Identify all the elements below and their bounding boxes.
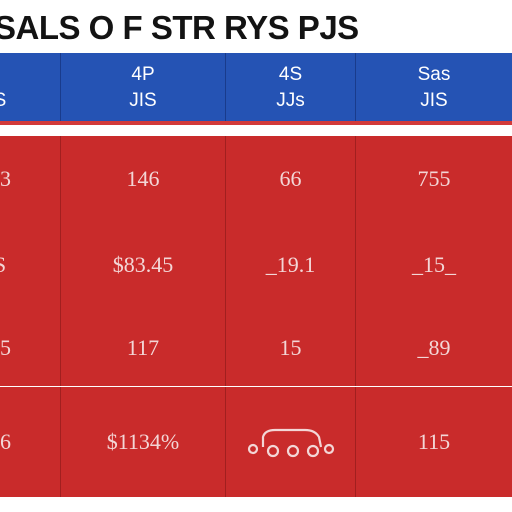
cell-value: 15 [226,335,355,361]
cell-value: 35 [0,335,60,361]
table-header-row: S 4P JIS 4S JJs Sas JIS [0,53,512,125]
table-row: 96 $1134% 115 [0,387,512,497]
table-cell: $1134% [60,387,225,497]
table-cell: 146 [60,136,225,221]
table-row: 93 146 66 755 [0,136,512,221]
table-cell: 35 [0,310,60,386]
header-label: JIS [61,91,225,111]
header-cell: 4S JJs [225,53,355,121]
cell-value: S [0,252,60,278]
header-label: 4P [61,65,225,85]
header-cell: 4P JIS [60,53,225,121]
table-cell: 115 [355,387,512,497]
header-label: JIS [356,91,512,111]
header-cell: S [0,53,60,121]
cell-value: 117 [61,335,225,361]
cell-value: 755 [356,166,512,192]
table-cell: 15 [225,310,355,386]
table-cell: 66 [225,136,355,221]
cell-value: _19.1 [226,252,355,278]
header-label: JJs [226,91,355,111]
data-table: S 4P JIS 4S JJs Sas JIS 93 146 66 755 S … [0,53,512,508]
table-cell: S [0,220,60,310]
cell-value: 115 [356,429,512,455]
cell-value: 93 [0,166,60,192]
cell-value: $1134% [61,429,225,455]
header-label: 4S [226,65,355,85]
cell-value: 66 [226,166,355,192]
cell-value: $83.45 [61,252,225,278]
table-cell: 755 [355,136,512,221]
cell-value: 96 [0,429,60,455]
table-cell: _15_ [355,220,512,310]
table-cell: $83.45 [60,220,225,310]
header-label: S [0,91,60,111]
cell-value: _15_ [356,252,512,278]
table-cell: 96 [0,387,60,497]
cell-value: 146 [61,166,225,192]
header-label: Sas [356,65,512,85]
cell-value: _89 [356,335,512,361]
chart-title: SALS O F STR RYS PJS [0,6,359,50]
table-cell: _89 [355,310,512,386]
table-cell: 93 [0,136,60,221]
table-cell [225,387,355,497]
table-cell: 117 [60,310,225,386]
header-cell: Sas JIS [355,53,512,121]
table-row: S $83.45 _19.1 _15_ [0,220,512,310]
table-row: 35 117 15 _89 [0,310,512,386]
car-icon [245,425,337,459]
table-cell: _19.1 [225,220,355,310]
